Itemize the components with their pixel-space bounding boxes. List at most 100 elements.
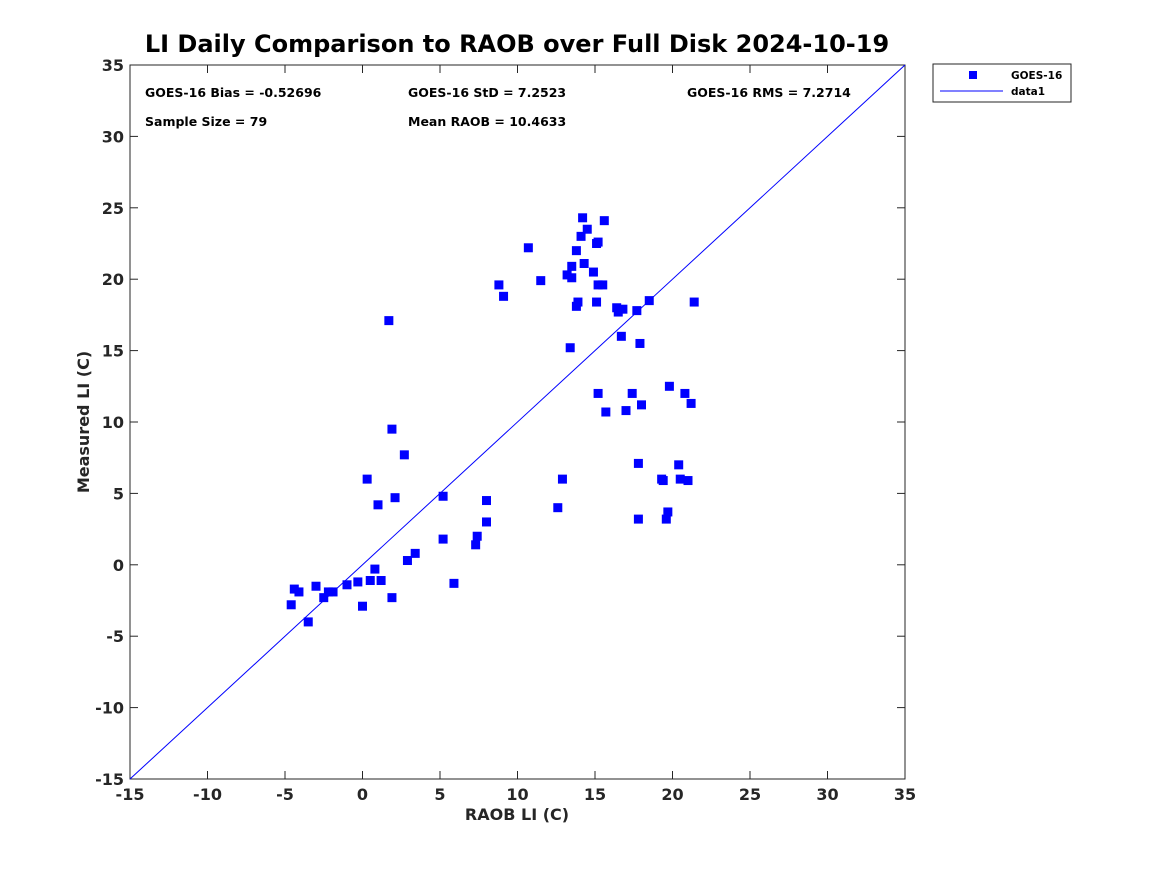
- data-point: [680, 388, 690, 398]
- data-point: [616, 331, 626, 341]
- reference-line-data1: [129, 64, 906, 780]
- data-point: [536, 276, 546, 286]
- data-point: [593, 280, 603, 290]
- annotation-bias: GOES-16 Bias = -0.52696: [145, 85, 322, 100]
- annotation-rms: GOES-16 RMS = 7.2714: [687, 85, 851, 100]
- data-point: [319, 593, 329, 603]
- y-tick-label: 20: [102, 270, 124, 289]
- data-point: [370, 564, 380, 574]
- data-point: [663, 507, 673, 517]
- data-point: [582, 224, 592, 234]
- y-axis-label: Measured LI (C): [74, 351, 93, 493]
- x-tick-label: 0: [357, 785, 368, 804]
- legend-box: [932, 63, 1072, 103]
- data-point: [499, 291, 509, 301]
- data-point: [438, 534, 448, 544]
- data-point: [633, 458, 643, 468]
- data-point: [567, 273, 577, 283]
- data-point: [674, 460, 684, 470]
- data-point: [661, 514, 671, 524]
- data-point: [576, 231, 586, 241]
- data-point: [482, 496, 491, 506]
- x-tick-label: -15: [116, 785, 145, 804]
- data-point: [635, 338, 645, 348]
- y-tick-label: -15: [95, 770, 124, 789]
- y-axis: -15 -10 -5 0 5 10 15 20 25 30 35: [95, 56, 905, 789]
- x-tick-label: 35: [894, 785, 916, 804]
- data-point: [601, 407, 611, 417]
- y-tick-label: -10: [95, 699, 124, 718]
- data-point: [362, 474, 372, 484]
- data-point: [627, 388, 637, 398]
- annotation-mean-raob: Mean RAOB = 10.4633: [408, 114, 566, 129]
- y-tick-label: 25: [102, 199, 124, 218]
- data-point: [494, 280, 504, 290]
- legend: GOES-16 data1: [932, 63, 1072, 103]
- data-point: [384, 316, 394, 326]
- data-point: [689, 297, 699, 307]
- x-tick-label: -5: [276, 785, 294, 804]
- y-tick-label: 5: [113, 484, 124, 503]
- data-point: [294, 587, 304, 597]
- data-point: [342, 580, 352, 590]
- data-point: [578, 213, 588, 223]
- x-tick-label: 30: [816, 785, 838, 804]
- x-tick-label: 25: [739, 785, 761, 804]
- data-point: [686, 398, 696, 408]
- legend-marker-goes16: [969, 71, 977, 79]
- data-point: [658, 476, 668, 486]
- data-point: [567, 261, 577, 271]
- data-point: [557, 474, 567, 484]
- data-point: [565, 343, 575, 353]
- x-axis-label: RAOB LI (C): [465, 805, 569, 824]
- data-point: [472, 531, 482, 541]
- legend-label-data1: data1: [1011, 86, 1045, 98]
- data-point: [471, 540, 481, 550]
- data-point: [637, 400, 646, 410]
- y-tick-label: 0: [113, 556, 124, 575]
- data-point: [390, 493, 400, 503]
- data-point: [353, 577, 363, 587]
- reference-line-group: [129, 64, 906, 780]
- data-point: [618, 304, 628, 314]
- data-point: [328, 587, 338, 597]
- data-point: [573, 297, 583, 307]
- x-tick-label: -10: [193, 785, 222, 804]
- data-point: [523, 243, 533, 253]
- data-point: [387, 424, 397, 434]
- legend-label-goes16: GOES-16: [1011, 70, 1062, 82]
- x-axis: -15 -10 -5 0 5 10 15 20 25 30 35: [116, 65, 916, 804]
- data-point: [410, 548, 420, 558]
- data-point: [598, 280, 608, 290]
- data-point: [402, 556, 412, 566]
- data-point: [289, 584, 299, 594]
- x-tick-label: 10: [506, 785, 528, 804]
- data-point: [323, 587, 333, 597]
- data-point: [644, 296, 654, 306]
- data-point: [683, 476, 693, 486]
- y-tick-label: -5: [106, 627, 124, 646]
- data-point: [599, 216, 609, 226]
- data-point: [286, 600, 296, 610]
- x-tick-label: 20: [661, 785, 683, 804]
- data-point: [387, 593, 397, 603]
- scatter-points: [286, 213, 699, 627]
- data-point: [621, 406, 631, 416]
- data-point: [303, 617, 313, 627]
- annotation-sample-size: Sample Size = 79: [145, 114, 267, 129]
- data-point: [593, 388, 603, 398]
- data-point: [482, 517, 491, 527]
- data-point: [588, 267, 598, 277]
- y-tick-label: 15: [102, 342, 124, 361]
- y-tick-label: 35: [102, 56, 124, 75]
- data-point: [613, 307, 623, 317]
- y-tick-label: 10: [102, 413, 124, 432]
- data-point: [664, 381, 674, 391]
- data-point: [365, 576, 375, 586]
- x-tick-label: 5: [434, 785, 445, 804]
- data-point: [449, 578, 459, 588]
- chart-title: LI Daily Comparison to RAOB over Full Di…: [145, 30, 889, 58]
- data-point: [632, 306, 642, 316]
